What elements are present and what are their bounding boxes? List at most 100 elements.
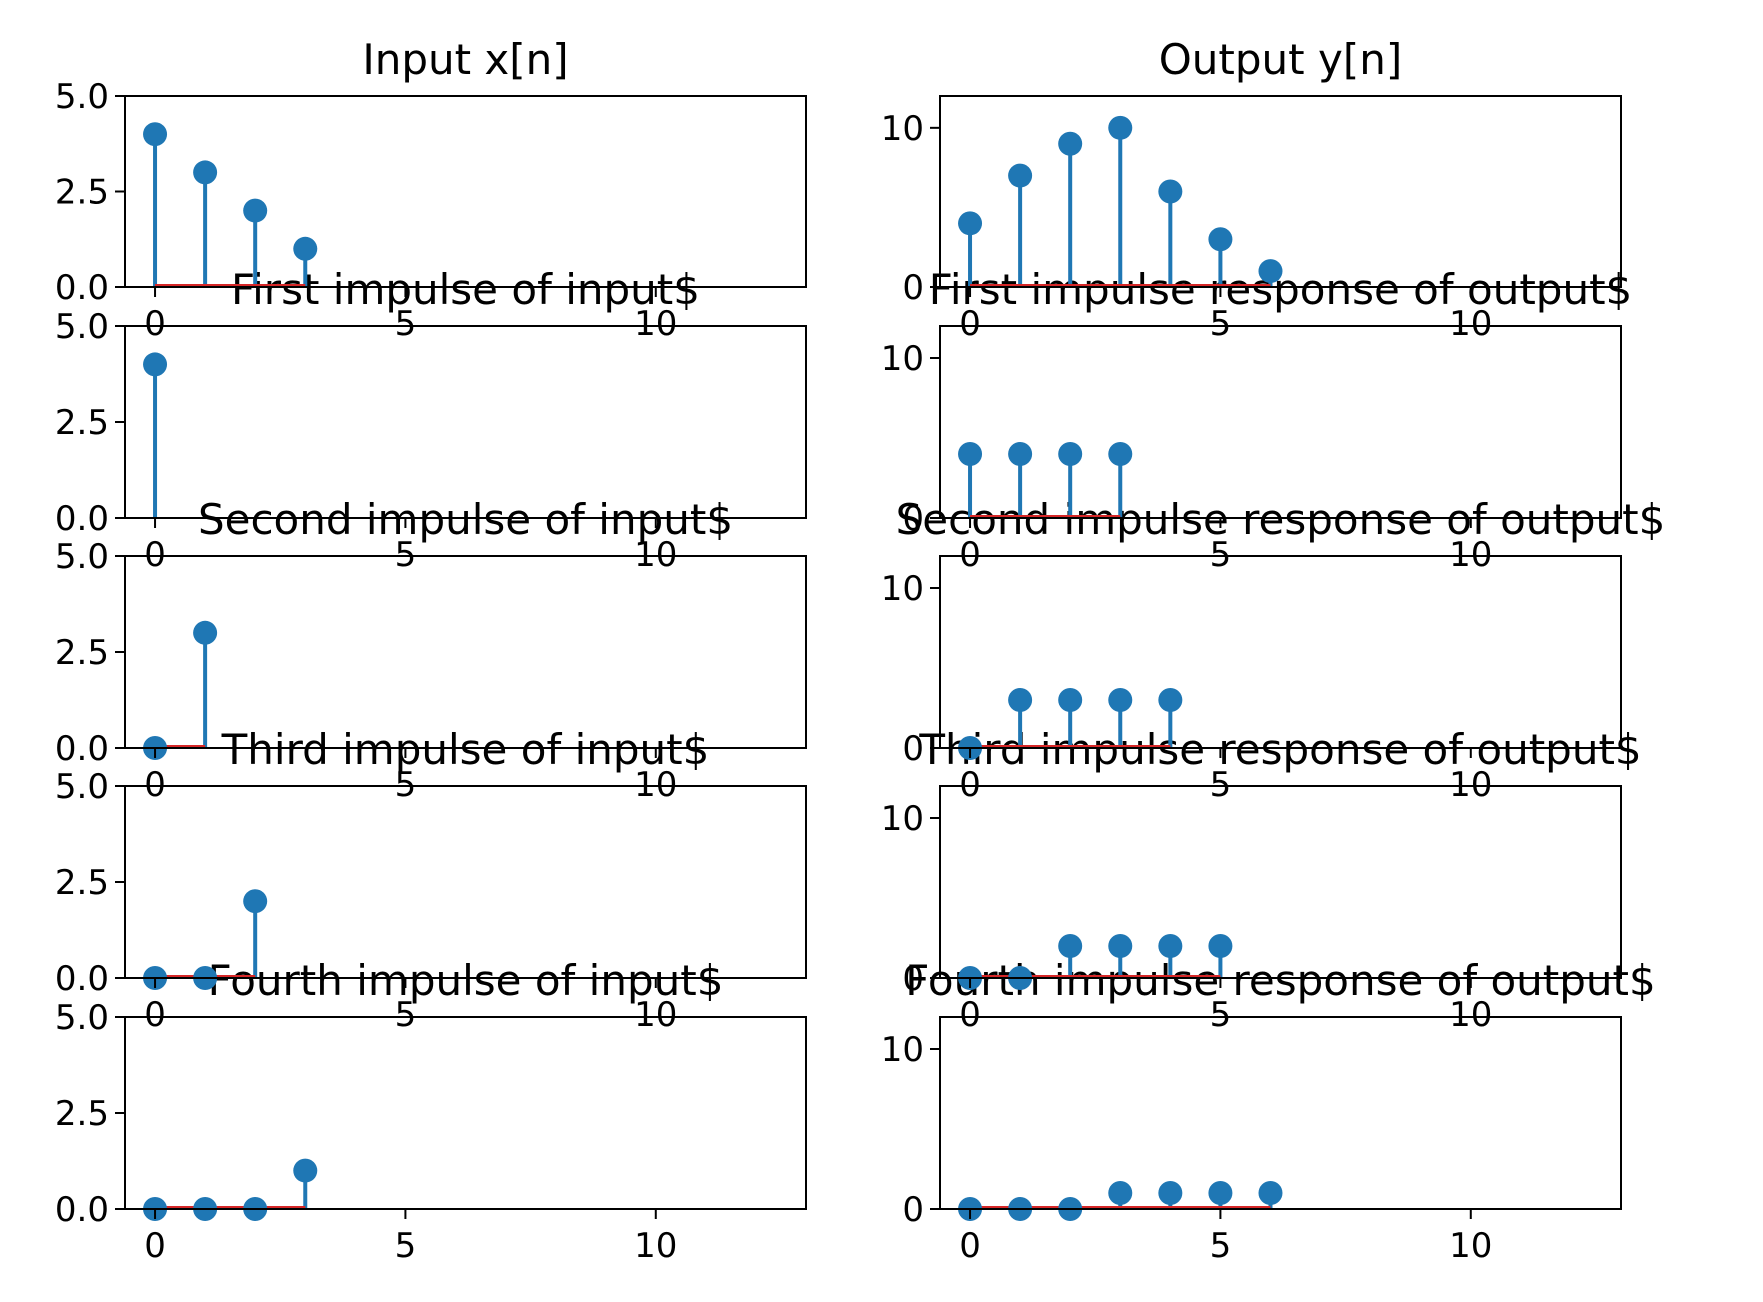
axes-frame <box>124 785 807 979</box>
subplot-title: Second impulse response of output$ <box>896 495 1666 544</box>
axes-frame <box>939 785 1622 979</box>
stem-marker <box>1058 688 1083 712</box>
stem-marker <box>1108 442 1133 466</box>
y-tick-label: 0.0 <box>55 959 109 999</box>
stem-marker <box>1258 1181 1283 1205</box>
stem-marker <box>193 160 218 185</box>
x-tick-label: 5 <box>395 765 417 805</box>
stem-marker <box>1108 688 1133 712</box>
x-tick-label: 0 <box>959 535 981 575</box>
y-tick-label: 2.5 <box>55 633 109 673</box>
y-tick-label: 0.0 <box>55 499 109 539</box>
stem-marker <box>1008 163 1033 188</box>
x-tick-label: 10 <box>634 765 677 805</box>
x-tick-label: 5 <box>395 304 417 344</box>
axes-frame <box>939 325 1622 519</box>
y-tick-label: 0 <box>902 1190 924 1230</box>
stem-marker <box>1108 934 1133 958</box>
subplot-title: Third impulse of input$ <box>221 725 710 774</box>
stem-marker <box>1158 179 1183 204</box>
axes-frame <box>939 555 1622 749</box>
y-tick-label: 0 <box>902 959 924 999</box>
y-tick-label: 0 <box>902 268 924 308</box>
stem-marker <box>1008 442 1033 466</box>
stem-marker <box>293 236 318 261</box>
subplot-title: Fourth impulse of input$ <box>208 956 724 1005</box>
x-tick-label: 10 <box>634 535 677 575</box>
stem-marker <box>143 352 168 377</box>
y-tick-label: 10 <box>881 1030 924 1070</box>
subplot-grid: 0.0 2.5 5.0 0 5 10 Fourth impulse of input$ 0 10… <box>55 35 1665 1266</box>
stem-marker <box>1058 934 1083 958</box>
x-tick-label: 10 <box>1449 995 1492 1035</box>
y-tick-label: 2.5 <box>55 403 109 443</box>
y-tick-label: 5.0 <box>55 767 109 807</box>
subplot-3: 0.0 2.5 5.0 0 5 10 First impulse of input$ <box>55 265 807 575</box>
y-tick-label: 10 <box>881 339 924 379</box>
x-tick-label: 0 <box>959 304 981 344</box>
y-tick-label: 5.0 <box>55 77 109 117</box>
axes-frame <box>124 1016 807 1210</box>
stem-marker <box>1058 442 1083 466</box>
subplot-title: First impulse of input$ <box>231 265 700 314</box>
axes-frame <box>124 325 807 519</box>
stem-marker <box>958 211 983 236</box>
y-tick-label: 0.0 <box>55 268 109 308</box>
x-tick-label: 10 <box>634 1226 677 1266</box>
stem-marker <box>1158 688 1183 712</box>
y-tick-label: 0.0 <box>55 1190 109 1230</box>
subplot-2: 0 10 0 5 10 Output y[n] <box>881 35 1622 344</box>
stem-marker <box>243 198 268 223</box>
subplot-title: Output y[n] <box>1159 35 1403 84</box>
subplot-title: Input x[n] <box>362 35 568 84</box>
axes-frame <box>939 1016 1622 1210</box>
stem-marker <box>243 889 268 914</box>
y-tick-label: 10 <box>881 569 924 609</box>
stem-marker <box>193 620 218 645</box>
x-tick-label: 10 <box>1449 1226 1492 1266</box>
stem-marker <box>1158 934 1183 958</box>
axes-frame <box>939 95 1622 288</box>
stem-marker <box>1258 259 1283 284</box>
stem-marker <box>1208 1181 1233 1205</box>
stem-marker <box>1208 227 1233 252</box>
axes-frame <box>124 555 807 749</box>
stem-marker <box>1208 934 1233 958</box>
y-tick-label: 2.5 <box>55 173 109 213</box>
stem-marker <box>958 442 983 466</box>
x-tick-label: 0 <box>959 765 981 805</box>
stem-marker <box>1108 115 1133 140</box>
x-tick-label: 0 <box>144 1226 166 1266</box>
stem-marker <box>143 122 168 147</box>
stem-marker <box>293 1158 318 1183</box>
y-tick-label: 0.0 <box>55 729 109 769</box>
stem-marker <box>1058 131 1083 156</box>
x-tick-label: 5 <box>395 1226 417 1266</box>
x-tick-label: 0 <box>144 535 166 575</box>
y-tick-label: 0 <box>902 499 924 539</box>
x-tick-label: 5 <box>1210 995 1232 1035</box>
axes-frame <box>124 95 807 288</box>
x-tick-label: 0 <box>959 1226 981 1266</box>
x-tick-label: 5 <box>1210 304 1232 344</box>
x-tick-label: 0 <box>144 995 166 1035</box>
y-tick-label: 10 <box>881 109 924 149</box>
subplot-title: Second impulse of input$ <box>198 495 733 544</box>
x-tick-label: 0 <box>144 304 166 344</box>
x-tick-label: 0 <box>144 765 166 805</box>
x-tick-label: 5 <box>1210 1226 1232 1266</box>
x-tick-label: 10 <box>1449 304 1492 344</box>
stem-marker <box>1008 688 1033 712</box>
x-tick-label: 10 <box>1449 765 1492 805</box>
subplot-title: Third impulse response of output$ <box>918 725 1641 774</box>
y-tick-label: 0 <box>902 729 924 769</box>
x-tick-label: 10 <box>1449 535 1492 575</box>
x-tick-label: 5 <box>1210 535 1232 575</box>
y-tick-label: 5.0 <box>55 537 109 577</box>
